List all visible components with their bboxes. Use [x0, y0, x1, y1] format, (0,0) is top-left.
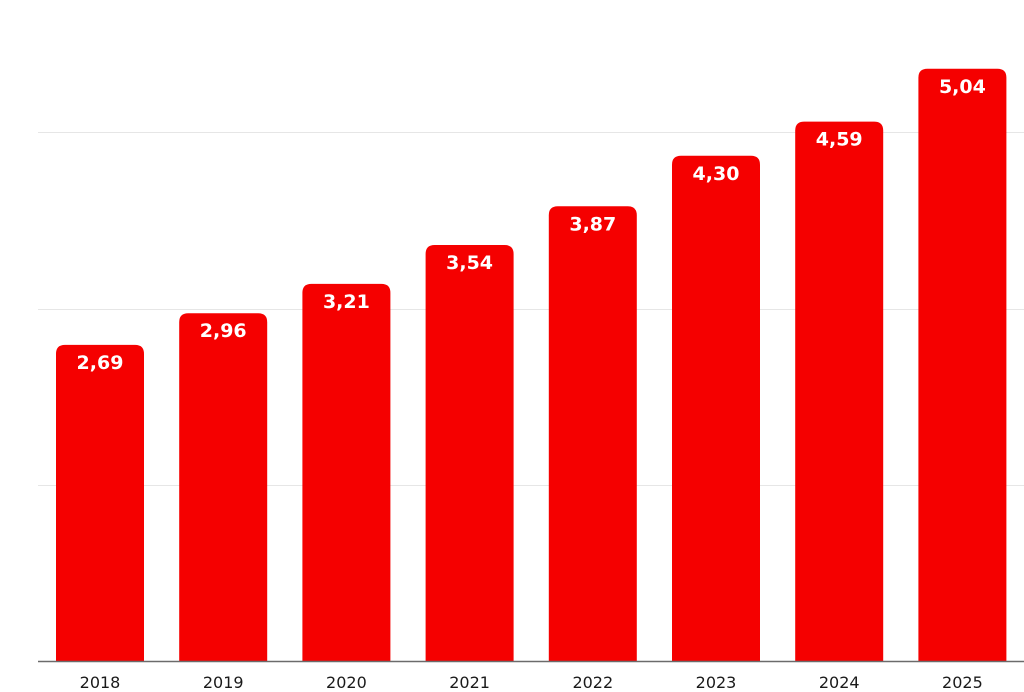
bar-2022	[548, 206, 637, 661]
x-tick-label-2019: 2019	[203, 673, 244, 692]
x-tick-label-2018: 2018	[80, 673, 121, 692]
x-tick-label-2022: 2022	[572, 673, 613, 692]
bar-value-label-2022: 3,87	[569, 213, 616, 235]
bar-value-label-2025: 5,04	[939, 76, 986, 98]
x-tick-label-2023: 2023	[696, 673, 737, 692]
x-tick-label-2025: 2025	[942, 673, 983, 692]
bar-value-label-2023: 4,30	[693, 163, 740, 185]
bar-2020	[302, 283, 391, 661]
bar-value-label-2019: 2,96	[200, 320, 247, 342]
x-tick-label-2020: 2020	[326, 673, 367, 692]
x-tick-label-2021: 2021	[449, 673, 490, 692]
bar-2018	[56, 344, 144, 661]
bar-value-label-2021: 3,54	[446, 252, 493, 274]
bar-value-label-2018: 2,69	[77, 352, 124, 374]
bar-value-labels: 2,69 2,96 3,21 3,54 3,87 4,30 4,59 5,04	[77, 76, 986, 374]
bar-2023	[672, 155, 760, 661]
bars	[56, 68, 1007, 662]
bar-value-label-2020: 3,21	[323, 291, 370, 313]
x-axis: 2018 2019 2020 2021 2022 2023 2024 2025	[38, 660, 1024, 692]
bar-value-label-2024: 4,59	[816, 129, 863, 151]
bar-2025	[918, 68, 1007, 662]
bar-2021	[425, 245, 514, 662]
bar-2019	[179, 313, 268, 661]
x-tick-label-2024: 2024	[819, 673, 860, 692]
bar-2024	[795, 121, 884, 662]
